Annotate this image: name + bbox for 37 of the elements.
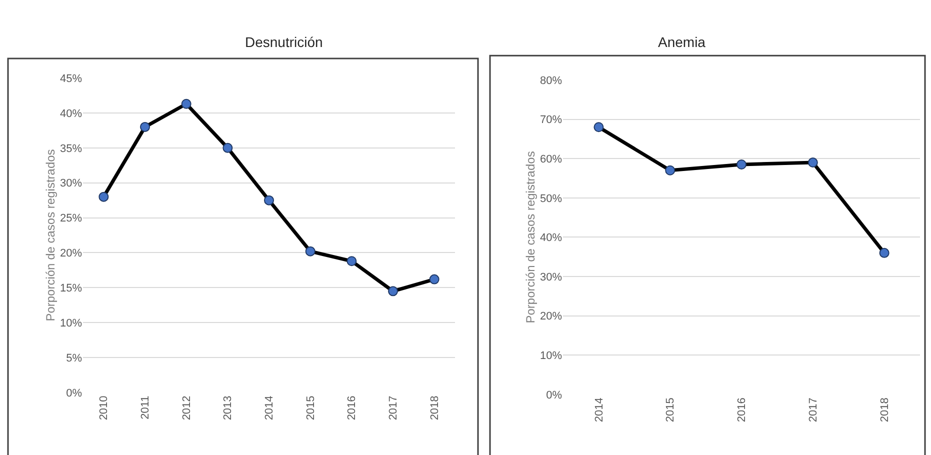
y-tick-label: 5% xyxy=(66,352,82,364)
y-tick-label: 20% xyxy=(540,310,562,323)
y-tick-label: 0% xyxy=(66,387,82,400)
x-tick-label: 2013 xyxy=(222,396,234,420)
y-axis-title: Porporción de casos registrados xyxy=(43,149,58,322)
chart-title: Desnutrición xyxy=(245,34,323,50)
y-tick-label: 35% xyxy=(60,142,82,155)
y-tick-label: 10% xyxy=(60,317,82,330)
chart-title: Anemia xyxy=(658,34,706,50)
x-tick-label: 2015 xyxy=(304,396,317,420)
y-tick-label: 40% xyxy=(540,232,562,244)
x-tick-label: 2017 xyxy=(807,398,820,422)
y-tick-label: 70% xyxy=(540,114,562,126)
x-tick-label: 2018 xyxy=(428,396,441,420)
y-tick-label: 30% xyxy=(60,178,82,190)
x-tick-label: 2016 xyxy=(736,398,748,422)
x-tick-label: 2011 xyxy=(140,396,152,420)
y-tick-label: 20% xyxy=(60,248,82,260)
x-tick-label: 2015 xyxy=(664,398,677,422)
y-tick-label: 25% xyxy=(60,212,82,225)
x-tick-label: 2014 xyxy=(264,396,276,420)
y-axis-title: Porporción de casos registrados xyxy=(523,151,538,324)
x-tick-label: 2018 xyxy=(878,398,891,422)
y-tick-label: 40% xyxy=(60,108,82,120)
x-tick-label: 2012 xyxy=(180,396,193,420)
y-tick-label: 30% xyxy=(540,271,562,284)
y-tick-label: 45% xyxy=(60,72,82,85)
y-tick-label: 15% xyxy=(60,282,82,295)
x-tick-label: 2014 xyxy=(593,398,606,422)
y-tick-label: 60% xyxy=(540,153,562,166)
x-tick-label: 2016 xyxy=(346,396,358,420)
y-tick-label: 0% xyxy=(546,389,562,402)
y-tick-label: 50% xyxy=(540,192,562,205)
x-tick-label: 2010 xyxy=(98,396,110,420)
y-tick-label: 10% xyxy=(540,350,562,362)
x-tick-label: 2017 xyxy=(388,396,400,420)
y-tick-label: 80% xyxy=(540,74,562,87)
